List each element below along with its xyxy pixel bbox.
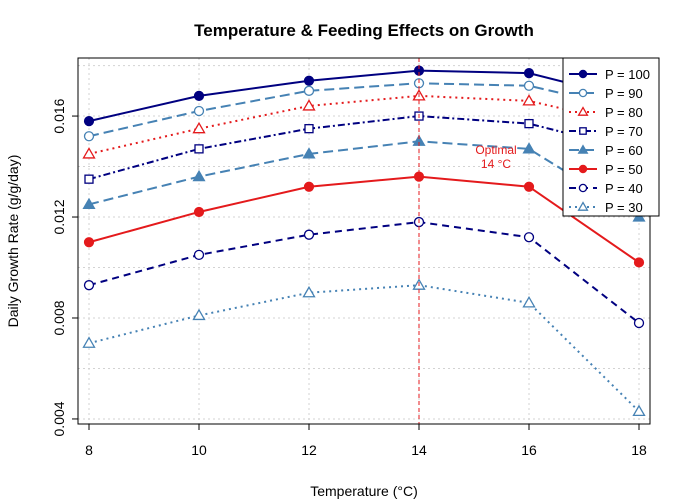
- point-6-1: [193, 249, 205, 261]
- legend-marker-0: [578, 69, 588, 79]
- point-7-4: [522, 296, 536, 308]
- legend-label-0: P = 100: [605, 67, 650, 82]
- x-tick-label-3: 14: [411, 442, 427, 458]
- legend-marker-2: [577, 106, 589, 116]
- point-6-0: [83, 280, 95, 291]
- point-1-4: [523, 80, 535, 91]
- legend-label-1: P = 90: [605, 86, 643, 101]
- legend-marker-1: [578, 88, 588, 98]
- point-5-5: [633, 257, 645, 268]
- legend-marker-7: [577, 201, 589, 211]
- legend-label-7: P = 30: [605, 200, 643, 215]
- point-7-0: [82, 336, 96, 348]
- series-line-3: [88, 115, 640, 181]
- legend-box: [562, 57, 660, 217]
- point-6-2: [303, 229, 315, 240]
- x-tick-label-5: 18: [631, 442, 647, 458]
- point-5-2: [303, 181, 315, 192]
- series-6: [83, 216, 645, 329]
- y-axis: 0.004 0.008 0.012 0.016: [51, 98, 78, 436]
- point-3-1: [194, 144, 204, 154]
- point-0-4: [523, 68, 535, 79]
- legend: P = 100 P = 90 P = 80 P = 70 P = 60 P = 50 P =…: [562, 57, 660, 217]
- plot-frame: [77, 57, 651, 425]
- point-6-5: [633, 317, 645, 329]
- legend-marker-5: [578, 164, 588, 174]
- series-5: [83, 171, 645, 268]
- series-line-7: [88, 284, 640, 413]
- x-axis: 8 10 12 14 16 18: [85, 424, 647, 458]
- chart-title: Temperature & Feeding Effects on Growth: [194, 21, 534, 40]
- series-line-0: [88, 69, 640, 123]
- point-7-5: [632, 404, 646, 417]
- x-tick-label-4: 16: [521, 442, 537, 458]
- point-2-4: [522, 94, 536, 106]
- optimal-annotation-1: 14 °C: [481, 157, 511, 171]
- point-6-4: [523, 232, 535, 243]
- point-3-0: [84, 174, 94, 184]
- series-1: [83, 78, 645, 142]
- point-1-0: [83, 131, 95, 142]
- legend-label-3: P = 70: [605, 124, 643, 139]
- point-4-4: [522, 142, 536, 154]
- x-axis-label: Temperature (°C): [310, 483, 418, 499]
- series-7: [82, 278, 646, 417]
- legend-label-5: P = 50: [605, 162, 643, 177]
- point-5-0: [83, 237, 95, 248]
- series-line-6: [88, 221, 640, 324]
- y-tick-label-0: 0.004: [51, 401, 67, 436]
- series-3: [84, 111, 644, 184]
- point-3-2: [304, 124, 314, 134]
- legend-marker-6: [578, 183, 588, 193]
- point-4-2: [302, 147, 316, 159]
- y-tick-label-1: 0.008: [51, 300, 67, 335]
- point-0-0: [83, 116, 95, 127]
- optimal-annotation-0: Optimal: [475, 143, 516, 157]
- x-tick-label-1: 10: [191, 442, 207, 458]
- point-7-1: [192, 308, 206, 321]
- y-tick-label-3: 0.016: [51, 98, 67, 133]
- point-4-1: [192, 169, 206, 182]
- point-1-1: [193, 105, 205, 117]
- series-0: [83, 65, 645, 127]
- point-1-2: [303, 85, 315, 96]
- series-4: [82, 134, 646, 222]
- point-3-4: [524, 118, 534, 129]
- point-0-1: [193, 90, 205, 101]
- x-tick-label-0: 8: [85, 442, 93, 458]
- series-line-2: [88, 94, 640, 155]
- series-lines: [82, 65, 646, 417]
- legend-label-6: P = 40: [605, 181, 643, 196]
- legend-marker-3: [579, 127, 587, 135]
- point-5-1: [193, 206, 205, 218]
- series-line-4: [88, 140, 640, 218]
- point-5-4: [523, 181, 535, 192]
- series-2: [82, 89, 646, 159]
- x-tick-label-2: 12: [301, 442, 317, 458]
- legend-marker-4: [577, 144, 589, 154]
- y-tick-label-2: 0.012: [51, 199, 67, 234]
- point-0-2: [303, 75, 315, 86]
- point-4-0: [82, 197, 96, 209]
- point-2-0: [82, 147, 96, 159]
- legend-label-2: P = 80: [605, 105, 643, 120]
- point-2-2: [302, 99, 316, 111]
- series-line-1: [88, 82, 640, 138]
- point-7-2: [302, 285, 316, 298]
- series-line-5: [88, 175, 640, 264]
- legend-label-4: P = 60: [605, 143, 643, 158]
- point-2-1: [192, 121, 206, 134]
- y-axis-label: Daily Growth Rate (g/g/day): [5, 155, 21, 328]
